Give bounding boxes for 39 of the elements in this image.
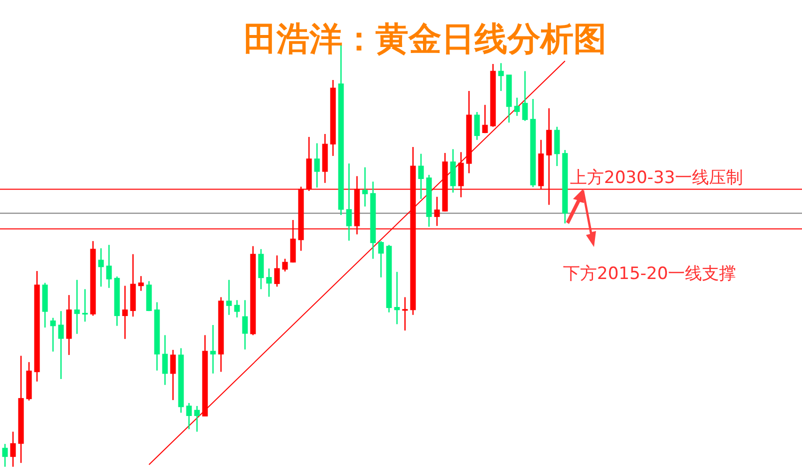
candlestick xyxy=(58,310,64,380)
candlestick xyxy=(226,279,232,316)
candlestick xyxy=(482,104,488,134)
candlestick xyxy=(362,166,368,208)
candlestick xyxy=(234,299,240,318)
candlestick xyxy=(98,248,104,288)
candlestick xyxy=(50,317,56,352)
candlestick xyxy=(242,299,248,350)
ref-line-label: 上方2030-33一线压制 xyxy=(570,168,744,188)
candlestick xyxy=(106,244,112,289)
candlestick xyxy=(434,196,440,227)
candlestick xyxy=(162,334,168,386)
candlestick xyxy=(170,349,176,401)
candlestick xyxy=(394,271,400,325)
candlestick xyxy=(418,153,424,200)
candlestick xyxy=(402,296,408,332)
candlestick xyxy=(194,405,200,432)
candlestick xyxy=(210,324,216,374)
candlestick xyxy=(186,402,192,430)
candlestick xyxy=(122,285,128,340)
candlestick xyxy=(346,162,352,242)
candlestick xyxy=(82,288,88,322)
candlestick xyxy=(282,258,288,272)
candlestick xyxy=(554,126,560,167)
candlestick xyxy=(74,279,80,335)
candlestick xyxy=(266,268,272,298)
candlestick xyxy=(474,111,480,141)
candlestick xyxy=(522,70,528,122)
candlestick xyxy=(498,62,504,92)
candlestick xyxy=(314,142,320,188)
candlestick xyxy=(2,443,8,467)
candlestick xyxy=(10,431,16,467)
candlestick xyxy=(274,254,280,288)
chart-title: 田浩洋：黄金日线分析图 xyxy=(244,19,606,58)
candlestick xyxy=(258,248,264,290)
candlestick xyxy=(138,275,144,292)
ref-line-label: 下方2015-20一线支撑 xyxy=(563,264,736,284)
candlestick xyxy=(514,97,520,116)
candlestick xyxy=(378,240,384,278)
